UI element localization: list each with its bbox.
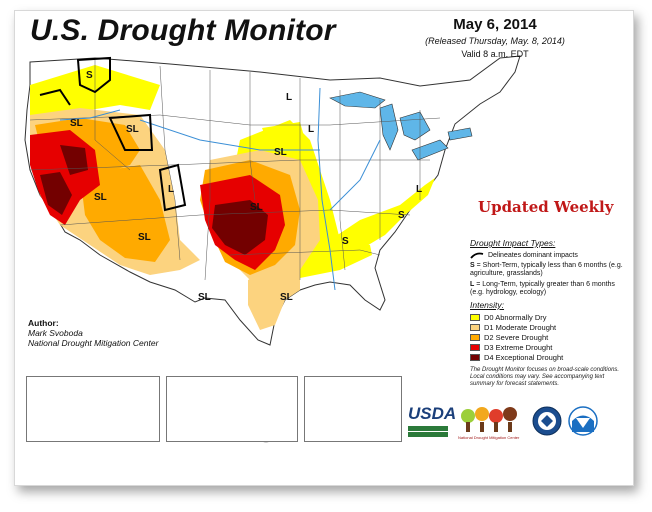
intensity-swatch — [470, 343, 480, 351]
released-date: (Released Thursday, May. 8, 2014) — [425, 36, 565, 46]
intensity-row: D1 Moderate Drought — [470, 322, 630, 332]
alaska-inset-frame — [26, 376, 160, 442]
impact-boundary-text: Delineates dominant impacts — [488, 251, 578, 259]
legend: Drought Impact Types: Delineates dominan… — [470, 238, 630, 362]
map-label: SL — [198, 292, 211, 303]
rivers — [59, 87, 381, 291]
map-label: SL — [70, 118, 83, 129]
intensity-swatch — [470, 353, 480, 361]
author-block: Author: Mark Svoboda National Drought Mi… — [28, 318, 158, 348]
impact-boundaries — [39, 56, 187, 212]
long-term-code: L — [470, 281, 475, 288]
short-term-text: = Short-Term, typically less than 6 mont… — [470, 262, 623, 277]
state-boundaries — [29, 60, 441, 281]
long-term-text: = Long-Term, typically greater than 6 mo… — [470, 281, 615, 296]
map-label: S — [398, 210, 405, 221]
drought-d0-region — [330, 178, 435, 255]
author-name: Mark Svoboda — [28, 328, 83, 338]
great-lakes — [447, 127, 473, 141]
intensity-list: D0 Abnormally Dry D1 Moderate Drought D2… — [470, 312, 630, 362]
map-labels: S SL SL SL SL L L SL L SL S S SL SL L — [70, 70, 422, 303]
intensity-label: D3 Extreme Drought — [484, 342, 553, 352]
map-title: U.S. Drought Monitor — [30, 14, 336, 47]
doc-seal-icon — [532, 406, 562, 436]
drought-d2-region — [80, 165, 170, 262]
map-label: L — [286, 92, 292, 103]
report-date: May 6, 2014 — [453, 16, 537, 33]
usda-logo: USDA — [408, 404, 457, 423]
impact-boundary-icon — [470, 252, 484, 259]
intensity-swatch — [470, 323, 480, 331]
map-label: SL — [280, 292, 293, 303]
map-label: S — [86, 70, 93, 81]
great-lakes — [379, 103, 399, 151]
drought-d0-region — [262, 122, 305, 148]
map-label: SL — [250, 202, 263, 213]
map-label: S — [342, 236, 349, 247]
valid-time: Valid 8 a.m. EDT — [461, 49, 529, 59]
date-block: May 6, 2014 (Released Thursday, May. 8, … — [410, 16, 580, 59]
author-org: National Drought Mitigation Center — [28, 338, 159, 348]
intensity-heading: Intensity: — [470, 300, 505, 310]
usda-logo-bar — [408, 432, 448, 437]
ndmc-logo: National Drought Mitigation Center — [458, 407, 520, 440]
map-label: L — [168, 184, 174, 195]
drought-d4-region — [40, 172, 72, 215]
short-term-code: S — [470, 262, 475, 269]
intensity-label: D1 Moderate Drought — [484, 322, 557, 332]
intensity-row: D4 Exceptional Drought — [470, 352, 630, 362]
intensity-label: D2 Severe Drought — [484, 332, 549, 342]
map-label: SL — [138, 232, 151, 243]
hawaii-inset-frame — [166, 376, 298, 442]
map-label: SL — [126, 124, 139, 135]
great-lakes — [411, 139, 449, 161]
intensity-row: D3 Extreme Drought — [470, 342, 630, 352]
updated-weekly-label: Updated Weekly — [478, 198, 614, 216]
intensity-label: D0 Abnormally Dry — [484, 312, 547, 322]
ndmc-logo-text: National Drought Mitigation Center — [458, 435, 520, 440]
intensity-row: D0 Abnormally Dry — [470, 312, 630, 322]
noaa-logo-icon — [568, 406, 598, 436]
intensity-swatch — [470, 333, 480, 341]
logo-row: USDA National Drought Mitigation Center — [408, 404, 608, 444]
short-term-line: S = Short-Term, typically less than 6 mo… — [470, 262, 630, 278]
drought-d1-region — [248, 265, 300, 330]
puerto-rico-inset-frame — [304, 376, 402, 442]
map-label: L — [308, 124, 314, 135]
map-label: SL — [274, 147, 287, 158]
disclaimer-text: The Drought Monitor focuses on broad-sca… — [470, 367, 620, 387]
drought-d4-region — [60, 145, 88, 175]
usda-logo-bar — [408, 426, 448, 431]
map-label: L — [416, 184, 422, 195]
intensity-swatch — [470, 313, 480, 321]
author-label: Author: — [28, 318, 59, 328]
intensity-row: D2 Severe Drought — [470, 332, 630, 342]
impact-types-heading: Drought Impact Types: — [470, 238, 556, 248]
intensity-label: D4 Exceptional Drought — [484, 352, 564, 362]
map-label: SL — [94, 192, 107, 203]
long-term-line: L = Long-Term, typically greater than 6 … — [470, 281, 630, 297]
impact-boundary-row: Delineates dominant impacts — [470, 251, 630, 259]
